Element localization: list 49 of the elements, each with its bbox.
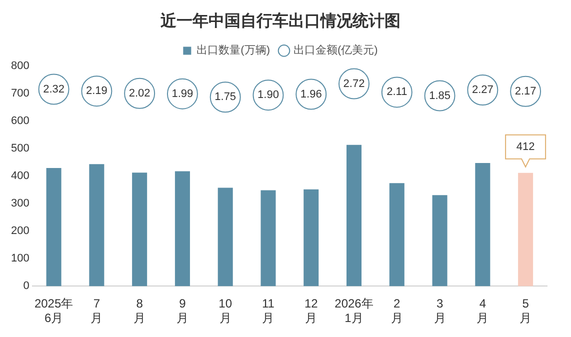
bar <box>132 172 148 286</box>
bar <box>218 188 233 286</box>
bar <box>260 190 276 286</box>
bar <box>432 195 448 286</box>
x-tick-label: 2025年 6月 <box>34 296 74 326</box>
x-tick-label: 12 月 <box>304 296 318 326</box>
y-tick-label: 700 <box>10 88 30 100</box>
x-tick-label: 11 月 <box>262 296 275 326</box>
bar <box>475 163 490 286</box>
y-tick-label: 100 <box>10 252 30 265</box>
y-tick-label: 500 <box>10 142 30 155</box>
bar <box>46 168 62 286</box>
x-tick-label: 2026年 1月 <box>334 296 374 326</box>
x-tick-label: 7 月 <box>90 296 103 326</box>
data-label: 2.27 <box>472 84 494 96</box>
y-tick-label: 200 <box>10 225 30 238</box>
x-tick-label: 9 月 <box>176 296 188 326</box>
bar <box>174 171 190 286</box>
y-tick-label: 0 <box>23 280 30 292</box>
bar <box>304 189 319 286</box>
data-label: 2.19 <box>86 85 108 98</box>
data-label: 2.02 <box>128 87 150 100</box>
y-tick-label: 600 <box>10 115 30 128</box>
data-label: 1.85 <box>429 90 450 102</box>
data-label: 2.11 <box>386 86 408 98</box>
x-tick-label: 4 月 <box>476 296 489 326</box>
legend-label: 出口金额(亿美元) <box>294 44 378 57</box>
data-label: 2.32 <box>43 83 65 96</box>
x-tick-label: 8 月 <box>134 296 146 326</box>
y-tick-label: 800 <box>10 60 30 72</box>
bar <box>346 144 362 286</box>
data-label: 1.96 <box>300 88 322 100</box>
data-label: 412 <box>516 140 535 153</box>
x-tick-label: 5 月 <box>520 296 532 326</box>
x-tick-label: 10 月 <box>218 296 232 326</box>
data-label: 1.99 <box>172 88 194 100</box>
bar <box>389 183 404 286</box>
data-label: 1.90 <box>258 89 279 102</box>
bar <box>518 172 534 286</box>
x-tick-label: 3 月 <box>434 296 446 326</box>
data-label: 2.17 <box>514 85 536 98</box>
data-label: 1.75 <box>214 91 236 104</box>
y-tick-label: 300 <box>10 198 30 210</box>
bar <box>89 164 104 286</box>
data-label: 2.72 <box>343 78 365 90</box>
x-tick-label: 2 月 <box>390 296 403 326</box>
legend-label: 出口数量(万辆) <box>196 44 270 57</box>
chart-title: 近一年中国自行车出口情况统计图 <box>160 10 400 30</box>
y-tick-label: 400 <box>10 170 30 182</box>
